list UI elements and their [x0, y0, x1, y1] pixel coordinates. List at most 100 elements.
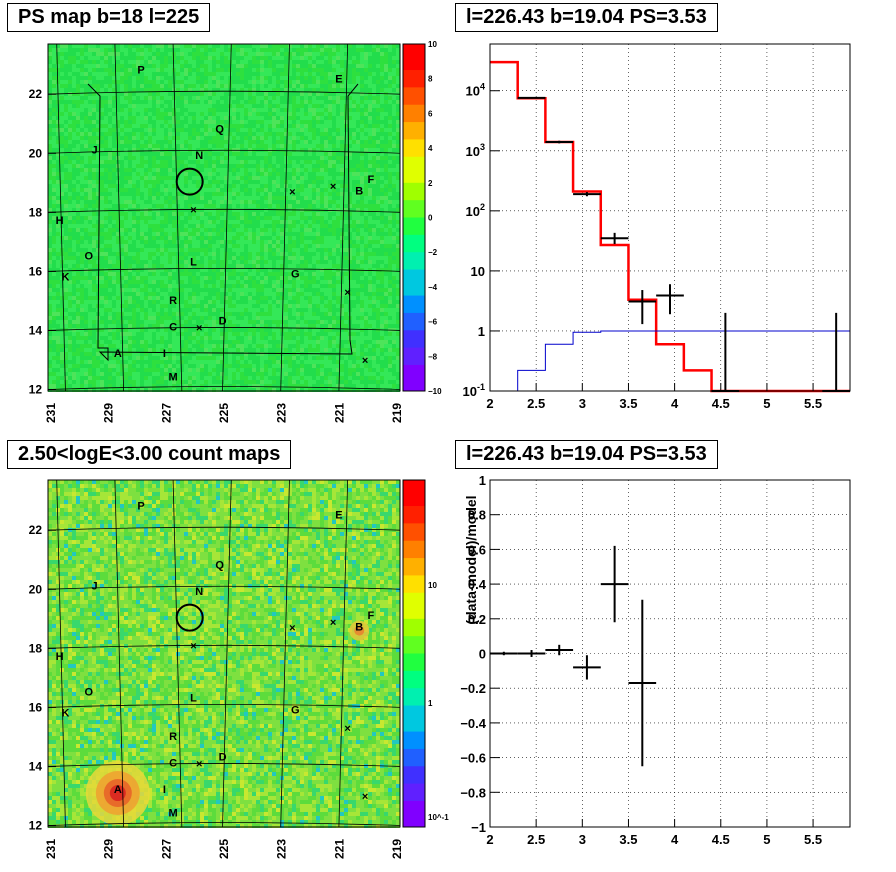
- map-pixel: [188, 180, 192, 184]
- map-pixel: [204, 124, 208, 128]
- map-pixel: [256, 232, 260, 236]
- map-pixel: [212, 104, 216, 108]
- map-pixel: [292, 184, 296, 188]
- map-pixel: [316, 136, 320, 140]
- map-pixel: [184, 92, 188, 96]
- map-pixel: [384, 88, 388, 92]
- map-pixel: [232, 248, 236, 252]
- map-pixel: [276, 84, 280, 88]
- map-pixel: [164, 88, 168, 92]
- map-pixel: [320, 76, 324, 80]
- map-pixel: [256, 132, 260, 136]
- map-pixel: [356, 156, 360, 160]
- map-pixel: [348, 184, 352, 188]
- map-pixel: [372, 160, 376, 164]
- map-pixel: [72, 220, 76, 224]
- map-pixel: [380, 156, 384, 160]
- map-pixel: [156, 244, 160, 248]
- map-pixel: [156, 180, 160, 184]
- map-pixel: [92, 240, 96, 244]
- map-pixel: [252, 48, 256, 52]
- map-pixel: [352, 152, 356, 156]
- map-pixel: [268, 256, 272, 260]
- map-pixel: [228, 116, 232, 120]
- map-pixel: [328, 188, 332, 192]
- map-pixel: [112, 84, 116, 88]
- map-pixel: [48, 184, 52, 188]
- map-pixel: [176, 264, 180, 268]
- map-pixel: [188, 188, 192, 192]
- map-pixel: [156, 120, 160, 124]
- map-pixel: [348, 212, 352, 216]
- map-pixel: [312, 236, 316, 240]
- map-pixel: [392, 208, 396, 212]
- map-pixel: [160, 144, 164, 148]
- map-pixel: [200, 152, 204, 156]
- map-pixel: [232, 56, 236, 60]
- map-pixel: [252, 212, 256, 216]
- map-pixel: [64, 104, 68, 108]
- map-pixel: [356, 184, 360, 188]
- map-pixel: [272, 180, 276, 184]
- map-pixel: [104, 172, 108, 176]
- map-pixel: [300, 196, 304, 200]
- map-pixel: [160, 124, 164, 128]
- map-pixel: [392, 216, 396, 220]
- map-pixel: [168, 52, 172, 56]
- map-pixel: [160, 196, 164, 200]
- map-pixel: [80, 264, 84, 268]
- map-pixel: [252, 180, 256, 184]
- map-pixel: [368, 204, 372, 208]
- map-pixel: [252, 76, 256, 80]
- map-pixel: [240, 104, 244, 108]
- map-pixel: [232, 96, 236, 100]
- map-pixel: [112, 96, 116, 100]
- map-pixel: [360, 172, 364, 176]
- map-pixel: [92, 52, 96, 56]
- map-pixel: [176, 200, 180, 204]
- map-pixel: [188, 88, 192, 92]
- map-pixel: [260, 204, 264, 208]
- map-pixel: [128, 196, 132, 200]
- map-pixel: [232, 92, 236, 96]
- map-pixel: [252, 104, 256, 108]
- map-pixel: [224, 172, 228, 176]
- map-pixel: [284, 132, 288, 136]
- map-pixel: [260, 240, 264, 244]
- map-pixel: [164, 148, 168, 152]
- map-pixel: [84, 144, 88, 148]
- map-pixel: [344, 244, 348, 248]
- map-pixel: [336, 56, 340, 60]
- map-pixel: [92, 92, 96, 96]
- map-pixel: [388, 64, 392, 68]
- map-pixel: [344, 132, 348, 136]
- map-pixel: [112, 160, 116, 164]
- map-pixel: [136, 264, 140, 268]
- map-pixel: [352, 220, 356, 224]
- map-pixel: [292, 148, 296, 152]
- map-pixel: [152, 260, 156, 264]
- map-pixel: [280, 48, 284, 52]
- map-pixel: [48, 116, 52, 120]
- map-pixel: [280, 116, 284, 120]
- map-pixel: [64, 260, 68, 264]
- map-pixel: [200, 232, 204, 236]
- map-pixel: [308, 156, 312, 160]
- map-pixel: [332, 132, 336, 136]
- map-pixel: [120, 144, 124, 148]
- map-pixel: [168, 180, 172, 184]
- map-pixel: [292, 268, 296, 272]
- map-pixel: [140, 156, 144, 160]
- map-pixel: [392, 116, 396, 120]
- map-pixel: [340, 212, 344, 216]
- map-pixel: [368, 240, 372, 244]
- map-pixel: [180, 160, 184, 164]
- map-pixel: [132, 244, 136, 248]
- map-pixel: [144, 48, 148, 52]
- map-pixel: [364, 204, 368, 208]
- map-pixel: [56, 212, 60, 216]
- map-pixel: [172, 48, 176, 52]
- map-pixel: [128, 108, 132, 112]
- map-pixel: [260, 236, 264, 240]
- map-pixel: [88, 56, 92, 60]
